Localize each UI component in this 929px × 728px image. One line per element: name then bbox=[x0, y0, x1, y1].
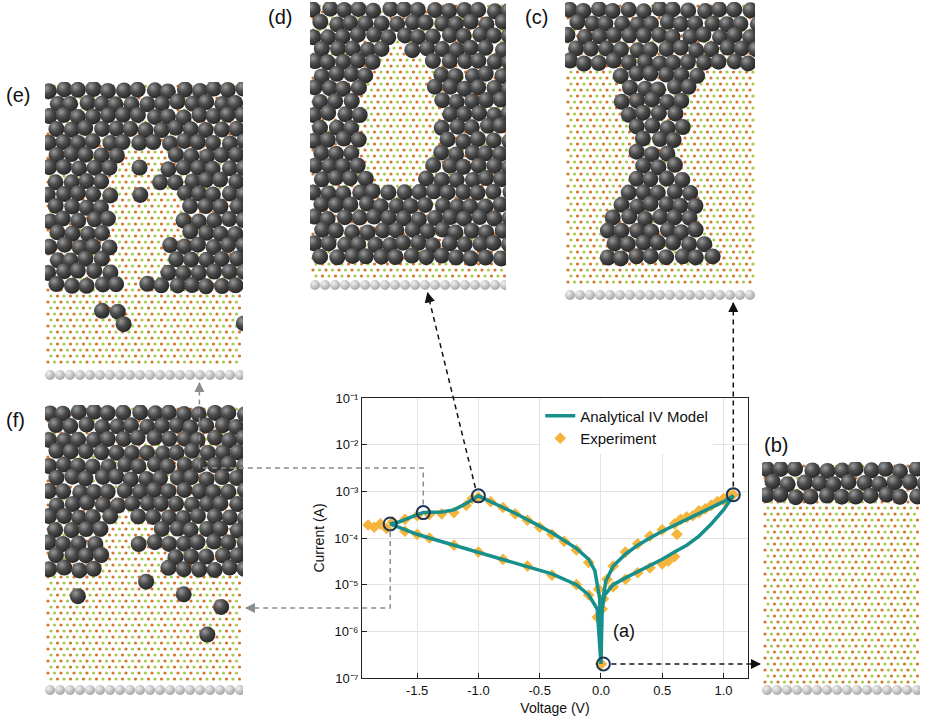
svg-text:0.0: 0.0 bbox=[592, 683, 610, 698]
svg-text:(c): (c) bbox=[525, 6, 548, 28]
svg-text:-0.5: -0.5 bbox=[528, 683, 550, 698]
svg-text:10⁻⁷: 10⁻⁷ bbox=[335, 671, 358, 686]
svg-text:Current (A): Current (A) bbox=[311, 503, 327, 572]
svg-text:(a): (a) bbox=[613, 621, 635, 641]
svg-text:10⁻³: 10⁻³ bbox=[336, 484, 359, 499]
svg-text:0.5: 0.5 bbox=[653, 683, 671, 698]
svg-text:10⁻⁵: 10⁻⁵ bbox=[335, 577, 359, 592]
svg-text:-1.5: -1.5 bbox=[406, 683, 428, 698]
svg-text:10⁻⁶: 10⁻⁶ bbox=[335, 624, 359, 639]
svg-text:Analytical IV Model: Analytical IV Model bbox=[580, 408, 708, 425]
svg-text:(b): (b) bbox=[764, 434, 788, 456]
svg-text:-1.0: -1.0 bbox=[467, 683, 489, 698]
svg-text:Voltage (V): Voltage (V) bbox=[520, 700, 589, 716]
svg-text:10⁻⁴: 10⁻⁴ bbox=[334, 531, 358, 546]
svg-text:(e): (e) bbox=[6, 84, 30, 106]
svg-text:10⁻¹: 10⁻¹ bbox=[336, 391, 359, 406]
svg-text:(f): (f) bbox=[6, 409, 25, 431]
svg-text:Experiment: Experiment bbox=[580, 430, 657, 447]
svg-text:10⁻²: 10⁻² bbox=[336, 437, 359, 452]
svg-text:1.0: 1.0 bbox=[714, 683, 732, 698]
svg-text:(d): (d) bbox=[268, 6, 292, 28]
